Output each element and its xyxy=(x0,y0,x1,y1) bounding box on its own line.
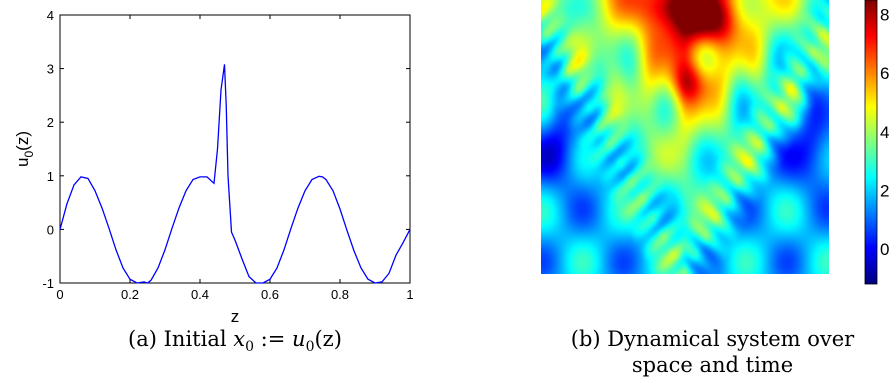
colorbar xyxy=(865,0,877,284)
colorbar-tick-label: 2 xyxy=(880,181,889,200)
x-tick-label: 0.8 xyxy=(331,287,349,302)
y-tick-label: 3 xyxy=(47,62,54,77)
colorbar-frame xyxy=(864,0,878,285)
colorbar-tick-label: 8 xyxy=(880,6,889,25)
x-axis-label: z xyxy=(231,307,240,325)
caption-b-line2: space and time xyxy=(631,353,794,377)
panel-b-heatmap: 0 2 4 6 8 xyxy=(541,0,889,285)
colorbar-tick-label: 6 xyxy=(880,64,889,83)
caption-b: (b) Dynamical system over space and time xyxy=(530,326,895,378)
colorbar-tick-label: 4 xyxy=(880,123,889,142)
y-axis-label: u0(z) xyxy=(13,131,36,167)
colorbar-tick-label: 0 xyxy=(880,240,889,259)
colorbar-tick-labels: 0 2 4 6 8 xyxy=(880,6,889,259)
heatmap-image xyxy=(541,0,829,274)
x-tick-label: 0 xyxy=(56,287,63,302)
x-tick-label: 0.6 xyxy=(261,287,279,302)
caption-b-line1: (b) Dynamical system over xyxy=(570,327,855,351)
y-tick-label: 4 xyxy=(47,8,54,23)
x-tick-label: 0.2 xyxy=(121,287,139,302)
y-tick-label: 1 xyxy=(47,169,54,184)
axis-ticks xyxy=(59,14,411,284)
plot-area xyxy=(59,14,411,284)
x-tick-label: 0.4 xyxy=(191,287,209,302)
y-tick-label: -1 xyxy=(42,276,54,291)
y-tick-labels: -1 0 1 2 3 4 xyxy=(42,8,54,291)
caption-a: (a) Initial x0 := u0(z) xyxy=(128,327,342,356)
y-tick-label: 0 xyxy=(47,222,54,237)
series-line xyxy=(59,64,411,284)
x-tick-label: 1 xyxy=(406,287,413,302)
y-tick-label: 2 xyxy=(47,115,54,130)
x-tick-labels: 0 0.2 0.4 0.6 0.8 1 xyxy=(56,287,413,302)
